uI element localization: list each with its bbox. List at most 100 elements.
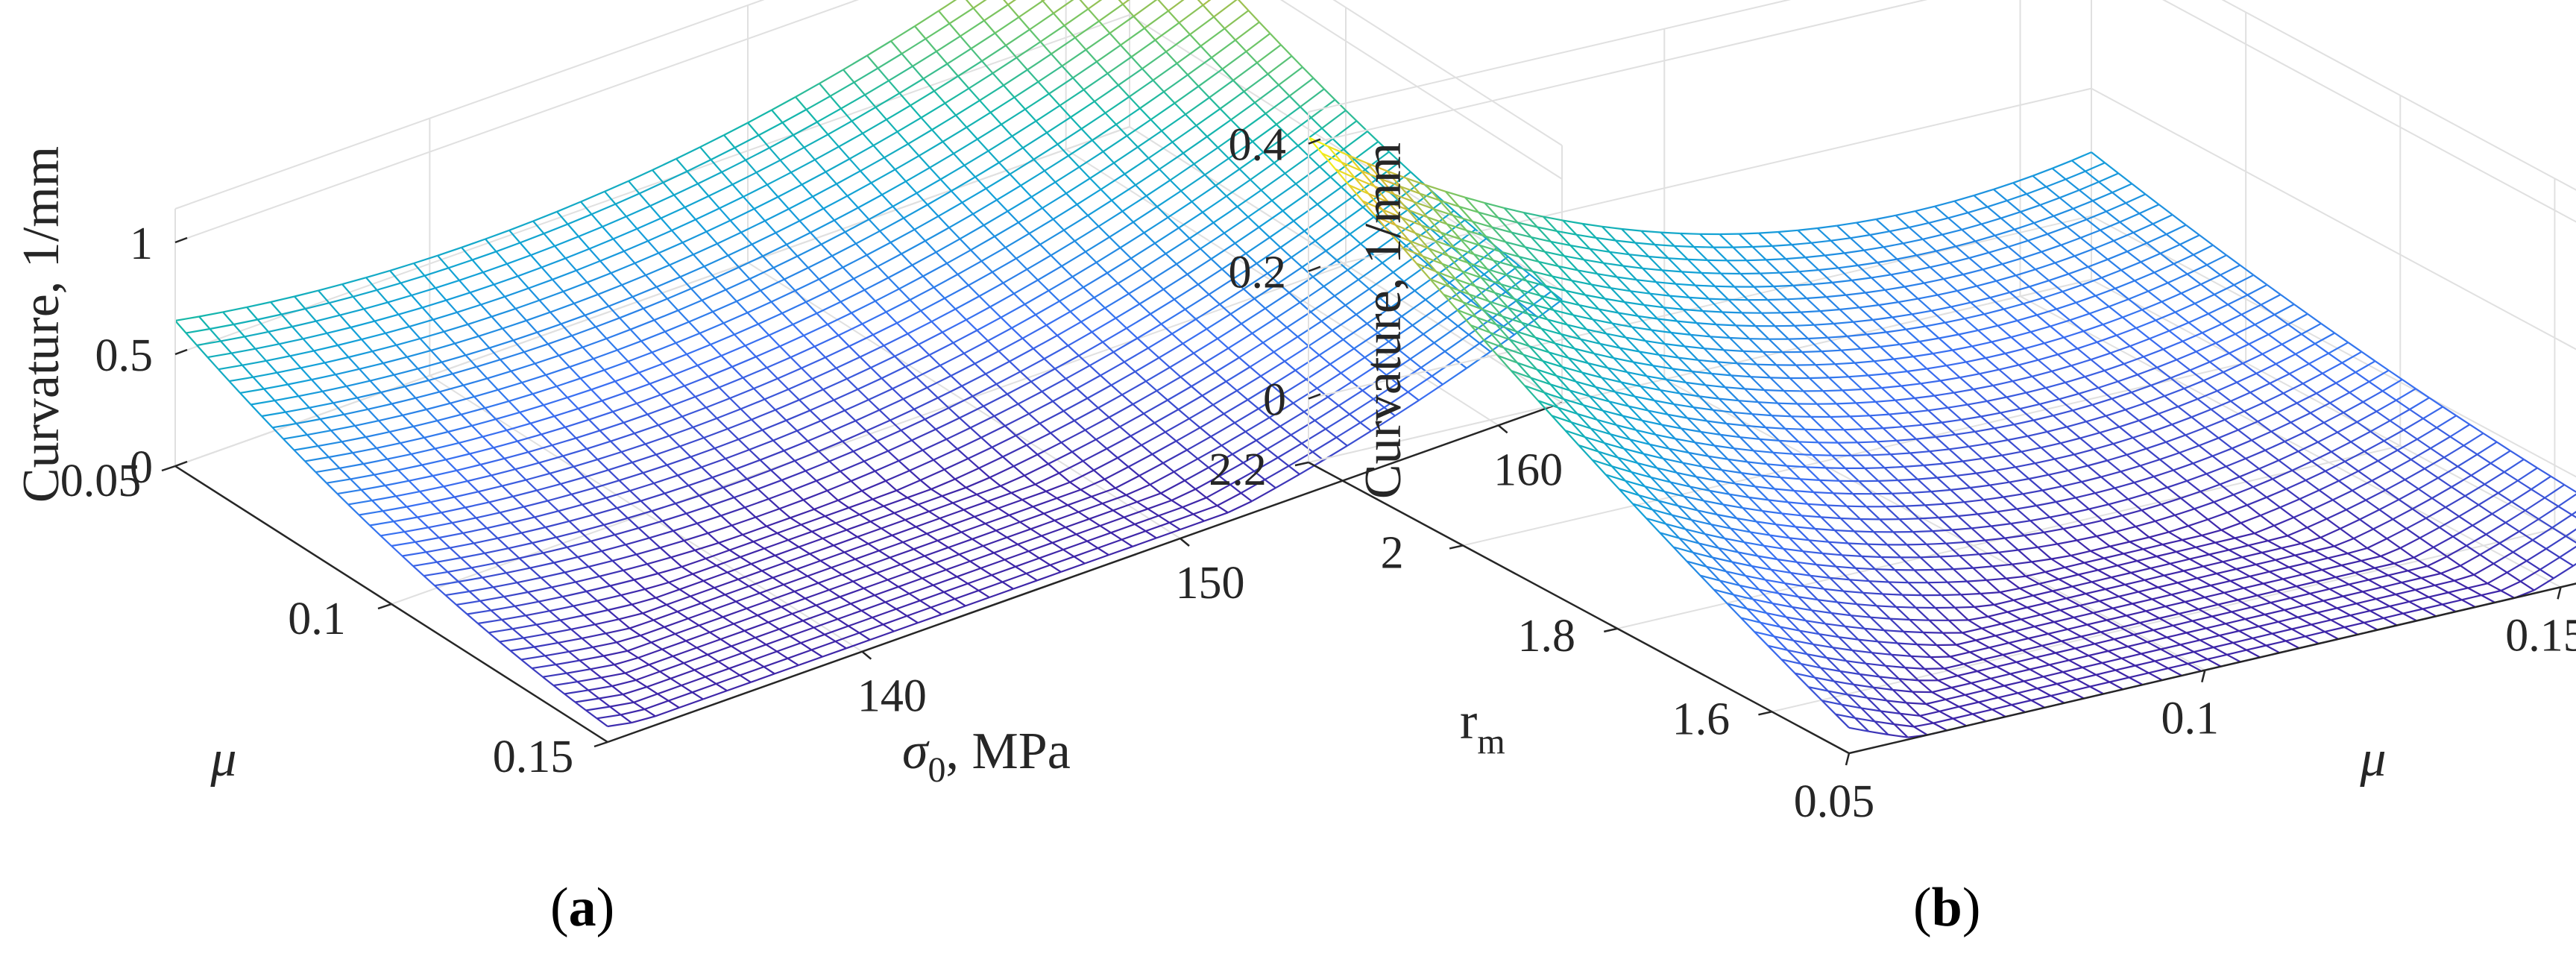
mesh-segment-x bbox=[717, 661, 730, 670]
mesh-segment-y bbox=[1208, 453, 1233, 468]
mesh-segment-y bbox=[582, 337, 607, 348]
mesh-segment-x bbox=[1887, 373, 1902, 387]
mesh-segment-y bbox=[606, 328, 631, 340]
mesh-segment-y bbox=[1366, 307, 1392, 324]
mesh-segment-y bbox=[848, 145, 875, 160]
mesh-segment-x bbox=[1698, 395, 1714, 411]
mesh-segment-x bbox=[1943, 667, 1959, 677]
mesh-segment-x bbox=[667, 700, 680, 708]
mesh-segment-x bbox=[2301, 333, 2316, 345]
mesh-segment-x bbox=[528, 287, 541, 301]
mesh-segment-x bbox=[1859, 518, 1874, 532]
mesh-segment-x bbox=[2111, 576, 2126, 585]
mesh-segment-x bbox=[376, 447, 388, 460]
mesh-segment-x bbox=[1816, 227, 1832, 242]
mesh-segment-x bbox=[1386, 170, 1401, 187]
mesh-segment-y bbox=[722, 607, 747, 618]
mesh-segment-x bbox=[2265, 644, 2281, 654]
mesh-segment-x bbox=[1478, 211, 1493, 228]
mesh-segment-y bbox=[863, 277, 889, 291]
mesh-segment-x bbox=[1479, 245, 1494, 261]
mesh-segment-x bbox=[834, 219, 846, 233]
mesh-segment-y bbox=[605, 627, 630, 635]
mesh-segment-y bbox=[943, 582, 969, 593]
mesh-segment-y bbox=[1206, 119, 1232, 138]
mesh-segment-x bbox=[645, 274, 658, 288]
mesh-segment-x bbox=[374, 320, 386, 334]
mesh-segment-x bbox=[1620, 381, 1636, 398]
mesh-segment-x bbox=[1936, 644, 1951, 658]
gridline-y-floor bbox=[1462, 362, 2246, 547]
mesh-segment-x bbox=[1030, 528, 1042, 537]
mesh-segment-x bbox=[1441, 263, 1457, 280]
mesh-segment-y bbox=[646, 556, 672, 565]
mesh-segment-y bbox=[1121, 380, 1147, 396]
mesh-segment-x bbox=[734, 333, 746, 347]
mesh-segment-y bbox=[619, 307, 644, 319]
mesh-segment-y bbox=[787, 649, 812, 659]
mesh-segment-x bbox=[1212, 221, 1225, 234]
mesh-segment-x bbox=[670, 556, 683, 568]
mesh-segment-x bbox=[2255, 563, 2270, 573]
mesh-segment-y bbox=[508, 541, 533, 550]
mesh-segment-y bbox=[1037, 65, 1063, 83]
mesh-segment-y bbox=[413, 420, 438, 427]
mesh-segment-x bbox=[877, 266, 889, 279]
mesh-segment-x bbox=[936, 51, 948, 65]
mesh-segment-x bbox=[1399, 186, 1415, 203]
mesh-segment-x bbox=[434, 447, 447, 461]
mesh-segment-y bbox=[1386, 171, 1411, 191]
mesh-segment-x bbox=[743, 196, 755, 210]
mesh-segment-x bbox=[1738, 400, 1753, 415]
mesh-segment-x bbox=[777, 196, 790, 210]
mesh-segment-y bbox=[513, 331, 538, 342]
mesh-segment-x bbox=[1840, 349, 1856, 364]
mesh-segment-x bbox=[1476, 316, 1491, 333]
mesh-segment-y bbox=[1004, 233, 1030, 248]
mesh-segment-x bbox=[1691, 371, 1707, 386]
mesh-segment-x bbox=[1158, 515, 1171, 524]
mesh-segment-x bbox=[605, 338, 618, 351]
mesh-segment-x bbox=[1218, 475, 1231, 486]
mesh-segment-x bbox=[1325, 428, 1338, 439]
mesh-segment-x bbox=[2096, 535, 2111, 547]
mesh-segment-x bbox=[1727, 459, 1742, 474]
mesh-segment-y bbox=[629, 619, 654, 629]
mesh-segment-x bbox=[1036, 453, 1049, 465]
mesh-segment-x bbox=[681, 242, 694, 256]
z-axis-title: Curvature, 1/mm bbox=[13, 146, 70, 503]
mesh-segment-x bbox=[1962, 274, 1977, 287]
mesh-segment-x bbox=[2165, 441, 2180, 453]
mesh-segment-y bbox=[1235, 21, 1260, 41]
mesh-segment-x bbox=[1878, 304, 1893, 318]
mesh-segment-x bbox=[1262, 151, 1275, 164]
mesh-segment-x bbox=[961, 201, 974, 215]
mesh-segment-x bbox=[2239, 476, 2254, 488]
mesh-segment-x bbox=[954, 478, 967, 488]
mesh-segment-x bbox=[925, 240, 937, 253]
mesh-segment-x bbox=[1130, 56, 1143, 69]
mesh-segment-x bbox=[2343, 412, 2358, 423]
mesh-segment-x bbox=[1843, 429, 1859, 444]
mesh-segment-y bbox=[793, 312, 817, 325]
mesh-segment-x bbox=[1353, 159, 1366, 171]
mesh-segment-x bbox=[2347, 553, 2362, 562]
mesh-segment-x bbox=[1238, 168, 1251, 180]
mesh-segment-x bbox=[992, 271, 1004, 284]
mesh-segment-x bbox=[1563, 398, 1578, 415]
mesh-segment-y bbox=[1102, 135, 1128, 153]
mesh-segment-x bbox=[2452, 535, 2467, 547]
mesh-segment-x bbox=[1691, 519, 1706, 535]
mesh-segment-x bbox=[844, 231, 857, 245]
mesh-segment-x bbox=[2032, 594, 2047, 604]
mesh-segment-y bbox=[1151, 440, 1177, 455]
mesh-segment-y bbox=[922, 438, 947, 451]
mesh-segment-y bbox=[983, 536, 1007, 547]
mesh-segment-x bbox=[1880, 387, 1896, 401]
mesh-segment-x bbox=[1675, 283, 1690, 298]
mesh-segment-y bbox=[758, 312, 783, 325]
mesh-segment-x bbox=[759, 459, 772, 471]
mesh-segment-x bbox=[2031, 561, 2046, 573]
mesh-segment-x bbox=[2229, 352, 2243, 365]
mesh-segment-x bbox=[1041, 391, 1054, 402]
